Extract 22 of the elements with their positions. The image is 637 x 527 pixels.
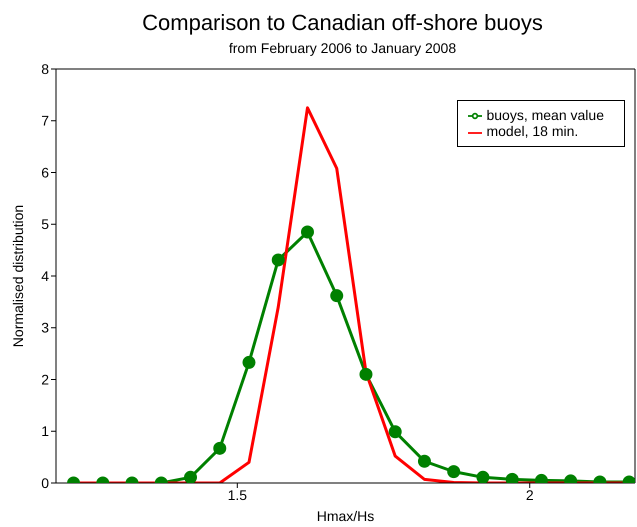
point (330, 289, 344, 302)
point (242, 356, 256, 369)
y-tick-label: 8 (41, 60, 50, 77)
point (300, 226, 314, 239)
y-tick-label: 3 (41, 320, 50, 336)
legend-label: buoys, mean value (486, 107, 604, 123)
y-axis-title: Normalised distribution (10, 204, 26, 348)
point (506, 472, 519, 483)
y-tick-label: 6 (41, 164, 50, 180)
y-tick-label: 1 (41, 423, 50, 440)
y-tick-label: 7 (41, 112, 50, 129)
y-tick-label: 2 (41, 371, 50, 388)
x-axis-title: Hmax/Hs (316, 508, 374, 524)
y-tick-label: 5 (41, 216, 50, 232)
legend-label: model, 18 min. (486, 123, 578, 140)
y-tick-label: 0 (41, 474, 50, 491)
chart-subtitle: from February 2006 to January 2008 (228, 40, 458, 56)
y-tick-label: 4 (41, 268, 50, 284)
point (359, 368, 372, 381)
chart-title: Comparison to Canadian off-shore buoys (141, 10, 544, 36)
point (272, 253, 285, 266)
x-tick-label: 1.5 (228, 486, 248, 503)
